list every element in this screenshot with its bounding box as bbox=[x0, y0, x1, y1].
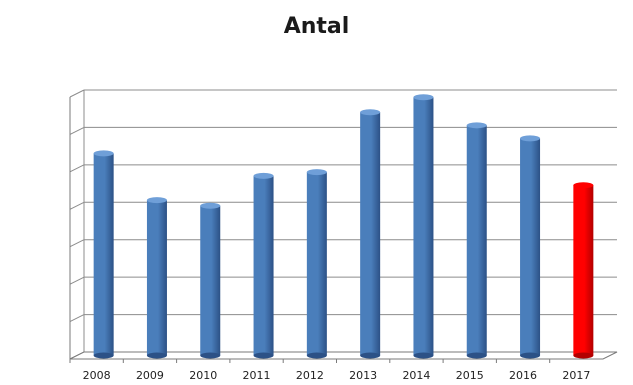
bar-top bbox=[466, 122, 487, 129]
bar bbox=[466, 122, 487, 359]
bar-top bbox=[200, 202, 221, 209]
bar-body bbox=[360, 112, 381, 356]
gridline-side bbox=[69, 201, 85, 210]
bar-body bbox=[200, 205, 221, 356]
gridline-side bbox=[69, 276, 85, 285]
bar-bottom bbox=[413, 352, 434, 359]
bars bbox=[93, 94, 594, 359]
bar-top bbox=[360, 109, 381, 116]
x-tick-label: 2015 bbox=[456, 369, 484, 382]
bar-body bbox=[306, 172, 327, 356]
bar-body bbox=[93, 153, 114, 356]
bar-top bbox=[573, 182, 594, 189]
bar bbox=[253, 172, 274, 359]
gridline-side bbox=[69, 126, 85, 135]
gridline-side bbox=[69, 89, 85, 98]
bar-body bbox=[466, 125, 487, 356]
bar-body bbox=[253, 175, 274, 356]
x-tick-label: 2017 bbox=[562, 369, 590, 382]
x-tick-label: 2013 bbox=[349, 369, 377, 382]
bar-bottom bbox=[520, 352, 541, 359]
x-axis-ticks: 2008 2009 2010 2011 2012 2013 2014 2015 2016 2017 bbox=[69, 359, 590, 382]
bar-bottom bbox=[573, 352, 594, 359]
bar-bottom bbox=[253, 352, 274, 359]
bar bbox=[306, 169, 327, 359]
bar bbox=[93, 150, 114, 359]
bar-bottom bbox=[200, 352, 221, 359]
bar-top bbox=[520, 135, 541, 142]
bar-body bbox=[520, 138, 541, 356]
bar-top bbox=[93, 150, 114, 157]
x-tick-label: 2010 bbox=[189, 369, 217, 382]
gridline-side bbox=[69, 239, 85, 248]
bar bbox=[200, 202, 221, 359]
bar-bottom bbox=[360, 352, 381, 359]
bar-body bbox=[573, 185, 594, 356]
gridline-side bbox=[69, 164, 85, 173]
bar-top bbox=[146, 197, 167, 204]
x-tick-label: 2012 bbox=[296, 369, 324, 382]
bar-body bbox=[146, 200, 167, 356]
bar-bottom bbox=[146, 352, 167, 359]
bar-body bbox=[413, 97, 434, 356]
bar-bottom bbox=[93, 352, 114, 359]
x-tick-label: 2016 bbox=[509, 369, 537, 382]
gridline-side bbox=[69, 314, 85, 323]
bar-top bbox=[253, 172, 274, 179]
bar bbox=[413, 94, 434, 359]
bar-bottom bbox=[466, 352, 487, 359]
bar bbox=[360, 109, 381, 359]
bar bbox=[573, 182, 594, 359]
bar-bottom bbox=[306, 352, 327, 359]
bar bbox=[520, 135, 541, 359]
x-tick-label: 2014 bbox=[402, 369, 430, 382]
x-tick-label: 2009 bbox=[136, 369, 164, 382]
bar-top bbox=[413, 94, 434, 101]
x-tick-label: 2011 bbox=[243, 369, 271, 382]
chart-title: Antal bbox=[283, 14, 350, 39]
bar bbox=[146, 197, 167, 359]
bar-top bbox=[306, 169, 327, 176]
x-tick-label: 2008 bbox=[83, 369, 111, 382]
